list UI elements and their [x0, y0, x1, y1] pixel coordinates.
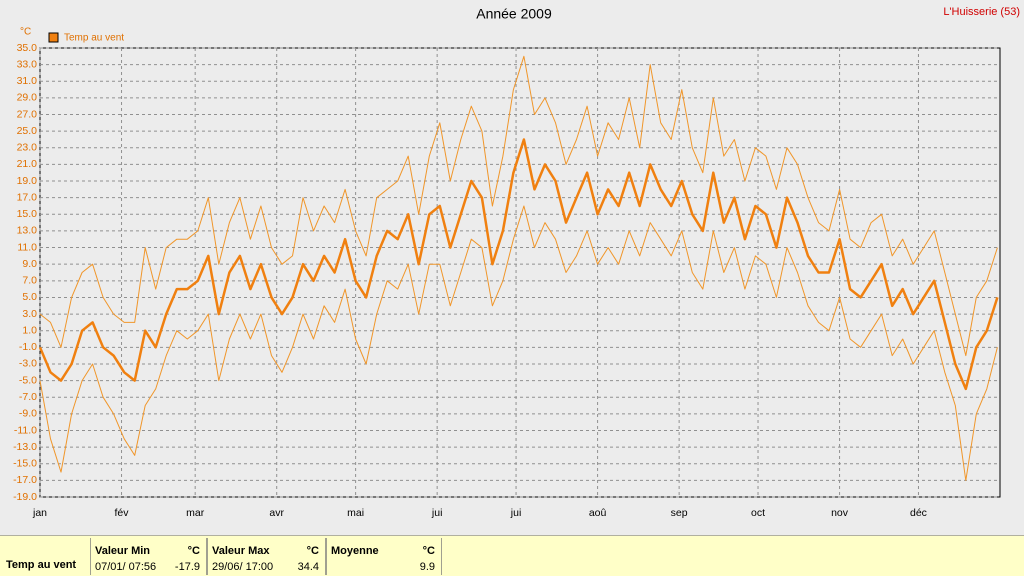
stats-value: -17.9 — [174, 561, 200, 573]
y-unit: °C — [20, 27, 31, 38]
stats-unit: °C — [306, 545, 319, 557]
y-tick-label: -3.0 — [19, 358, 37, 370]
y-tick-label: 3.0 — [22, 308, 37, 320]
x-tick-label: oct — [751, 507, 765, 519]
y-tick-label: -11.0 — [14, 424, 37, 436]
legend-label: Temp au vent — [64, 33, 124, 44]
y-tick-label: -7.0 — [19, 391, 37, 403]
x-tick-label: jan — [32, 507, 47, 519]
stats-cell: Valeur Min °C 07/01/ 07:56 -17.9 — [90, 538, 207, 575]
x-tick-label: avr — [269, 507, 284, 519]
stats-header: Valeur Max — [212, 545, 270, 557]
x-tick-label: fév — [115, 507, 130, 519]
x-tick-label: sep — [671, 507, 688, 519]
x-tick-label: mai — [347, 507, 364, 519]
y-tick-label: 5.0 — [22, 291, 37, 303]
y-tick-label: -17.0 — [13, 474, 37, 486]
y-tick-label: 21.0 — [17, 158, 38, 170]
stats-panel: Temp au vent Valeur Min °C 07/01/ 07:56 -17… — [0, 535, 1024, 576]
x-tick-label: jui — [510, 507, 522, 519]
y-tick-label: 13.0 — [17, 225, 38, 237]
x-tick-label: jui — [431, 507, 443, 519]
y-tick-label: -19.0 — [13, 491, 37, 503]
y-tick-label: 31.0 — [17, 75, 38, 87]
y-tick-label: 15.0 — [17, 208, 38, 220]
y-tick-label: 19.0 — [17, 175, 38, 187]
y-tick-label: -5.0 — [19, 374, 37, 386]
stats-time: 07/01/ 07:56 — [95, 561, 157, 573]
stats-cell: Moyenne °C 9.9 — [326, 538, 442, 575]
x-tick-label: aoû — [589, 507, 607, 519]
y-tick-label: 33.0 — [17, 58, 38, 70]
chart: Année 2009 L'Huisserie (53) °C 35.0 33.0 3… — [13, 6, 1020, 519]
y-tick-label: -1.0 — [19, 341, 37, 353]
y-tick-label: 9.0 — [22, 258, 37, 270]
y-tick-label: 1.0 — [22, 324, 37, 336]
stats-header: Valeur Min — [95, 545, 151, 557]
y-tick-label: 7.0 — [22, 275, 37, 287]
legend-swatch — [48, 32, 59, 43]
plot-area — [39, 47, 1001, 498]
stats-value: 9.9 — [419, 561, 435, 573]
stats-time: 29/06/ 17:00 — [212, 561, 274, 573]
x-tick-label: mar — [186, 507, 205, 519]
stats-unit: °C — [187, 545, 200, 557]
stats-value: 34.4 — [297, 561, 319, 573]
series-line — [38, 138, 999, 391]
y-tick-label: -15.0 — [13, 458, 37, 470]
y-tick-label: 23.0 — [17, 142, 38, 154]
y-tick-label: 27.0 — [17, 108, 38, 120]
x-tick-label: déc — [910, 507, 927, 519]
y-tick-label: 25.0 — [17, 125, 38, 137]
stats-cell — [441, 538, 442, 575]
series-line — [39, 205, 998, 481]
stats-cell: Valeur Max °C 29/06/ 17:00 34.4 — [207, 538, 326, 575]
x-tick-label: nov — [831, 507, 849, 519]
stats-unit: °C — [422, 545, 435, 557]
stats-header: Moyenne — [331, 545, 379, 557]
y-tick-label: 17.0 — [17, 191, 38, 203]
location: L'Huisserie (53) — [943, 6, 1020, 18]
y-tick-label: 35.0 — [17, 42, 38, 54]
series-line — [39, 55, 998, 357]
y-tick-label: -13.0 — [13, 441, 37, 453]
y-tick-label: 29.0 — [17, 92, 38, 104]
y-tick-label: 11.0 — [17, 241, 37, 253]
chart-title: Année 2009 — [476, 6, 552, 22]
y-tick-label: -9.0 — [19, 408, 37, 420]
row-label: Temp au vent — [6, 559, 77, 571]
